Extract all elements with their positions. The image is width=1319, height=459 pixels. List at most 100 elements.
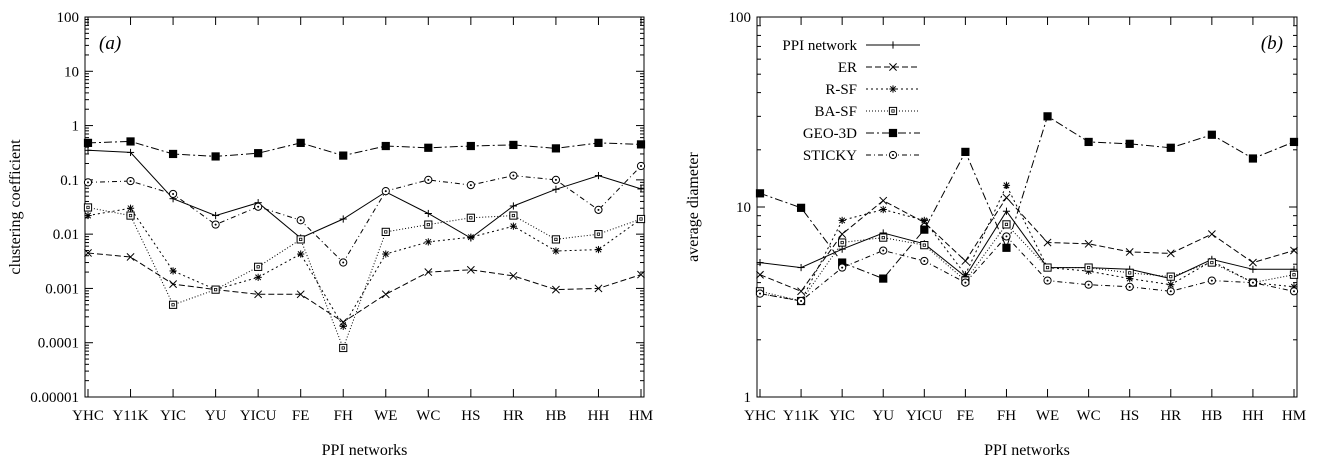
data-point-sticky — [594, 205, 603, 214]
data-point-geo — [920, 225, 929, 234]
series-line-basf — [759, 223, 1295, 302]
data-point-sticky — [920, 256, 929, 266]
data-point-er — [254, 290, 263, 299]
x-tick-label: YHC — [744, 408, 776, 424]
x-tick-label: HH — [588, 408, 610, 424]
data-point-geo — [1125, 139, 1134, 148]
x-tick-label: HM — [1282, 408, 1306, 424]
legend-marker-rsf — [889, 85, 897, 93]
data-point-geo — [796, 203, 806, 212]
series-er — [756, 193, 1298, 296]
data-point-sticky — [1002, 232, 1011, 241]
data-point-geo — [211, 152, 220, 161]
series-geo — [755, 112, 1299, 283]
data-point-sticky — [211, 220, 220, 229]
data-point-basf — [879, 233, 888, 242]
data-point-ppi — [339, 215, 347, 223]
data-point-basf — [1084, 263, 1093, 272]
x-tick-label: FE — [957, 408, 975, 424]
data-point-geo — [1207, 130, 1216, 139]
series-basf — [83, 203, 646, 353]
data-point-rsf — [254, 273, 262, 281]
data-point-rsf — [594, 245, 603, 254]
data-point-geo — [168, 149, 178, 159]
data-point-er — [551, 285, 560, 294]
x-tick-label: YICU — [240, 408, 277, 424]
series-sticky — [83, 161, 646, 267]
data-point-basf — [1289, 270, 1299, 279]
data-point-sticky — [339, 258, 348, 267]
data-point-rsf — [1167, 281, 1175, 289]
legend-label-er: ER — [838, 60, 857, 76]
data-point-er — [84, 249, 92, 257]
legend: PPI network ER R-SF BA-SF GEO-3D STICKY — [782, 38, 920, 164]
legend-label-ppi: PPI network — [782, 38, 857, 54]
data-point-basf — [126, 211, 135, 220]
x-tick-label: HB — [1201, 408, 1222, 424]
data-point-geo — [1043, 112, 1052, 121]
series-line-geo — [87, 140, 642, 157]
data-point-sticky — [126, 176, 135, 186]
data-point-geo — [1002, 243, 1011, 252]
data-point-geo — [594, 138, 603, 147]
data-point-sticky — [254, 202, 263, 211]
series-geo — [83, 137, 646, 161]
x-tick-label: YU — [872, 408, 894, 424]
data-point-sticky — [381, 187, 390, 196]
data-point-ppi — [838, 245, 846, 253]
y-tick-label: 100 — [729, 10, 752, 26]
series-line-ppi — [87, 149, 642, 239]
x-tick-label: HM — [629, 408, 653, 424]
x-tick-label: YHC — [72, 408, 104, 424]
data-point-ppi — [84, 146, 92, 154]
data-point-ppi — [1249, 265, 1257, 273]
x-tick-label: YICU — [906, 408, 943, 424]
data-point-geo — [296, 138, 305, 147]
data-point-sticky — [879, 246, 888, 255]
y-axis-title: average diameter — [685, 151, 702, 261]
legend-label-rsf: R-SF — [825, 82, 857, 98]
data-point-er — [1207, 230, 1216, 239]
data-point-er — [1166, 249, 1175, 258]
y-tick-label: 0.01 — [53, 227, 79, 243]
data-point-sticky — [466, 181, 475, 190]
series-rsf — [84, 204, 645, 330]
y-tick-label: 10 — [736, 200, 751, 216]
data-point-er — [509, 271, 518, 280]
data-point-rsf — [920, 216, 928, 225]
x-tick-label: YIC — [829, 408, 855, 424]
panel-label: (a) — [99, 33, 121, 54]
y-tick-label: 0.001 — [45, 281, 79, 297]
panel-a-clustering-coefficient: 0.00001 0.0001 0.001 0.01 0.1 1 10 100 YHC Y11K YI… — [7, 10, 653, 459]
data-point-geo — [126, 137, 135, 146]
data-point-sticky — [551, 175, 561, 184]
legend-marker-er — [889, 63, 897, 71]
data-point-er — [424, 268, 433, 277]
data-point-basf — [551, 235, 561, 244]
series-basf — [755, 220, 1299, 306]
data-point-basf — [168, 300, 178, 309]
x-tick-label: YIC — [160, 408, 186, 424]
data-point-er — [797, 287, 806, 296]
data-point-rsf — [297, 250, 305, 258]
data-point-basf — [83, 203, 93, 212]
data-point-geo — [466, 141, 475, 151]
data-point-rsf — [382, 250, 390, 258]
series-sticky — [755, 232, 1299, 306]
x-tick-label: WE — [1036, 408, 1059, 424]
y-tick-label: 0.0001 — [38, 336, 79, 352]
legend-marker-basf — [888, 106, 898, 116]
data-point-basf — [920, 241, 929, 250]
data-point-er — [126, 253, 135, 261]
series-line-rsf — [87, 207, 642, 328]
data-point-sticky — [509, 171, 518, 180]
y-axis-title: clustering coefficient — [7, 139, 24, 275]
data-point-sticky — [1207, 276, 1216, 285]
data-point-geo — [339, 151, 348, 160]
data-point-geo — [424, 143, 433, 152]
data-point-geo — [636, 140, 646, 149]
data-point-ppi — [212, 211, 220, 220]
data-point-basf — [381, 227, 390, 236]
data-point-sticky — [1166, 287, 1175, 296]
data-point-geo — [254, 149, 263, 158]
